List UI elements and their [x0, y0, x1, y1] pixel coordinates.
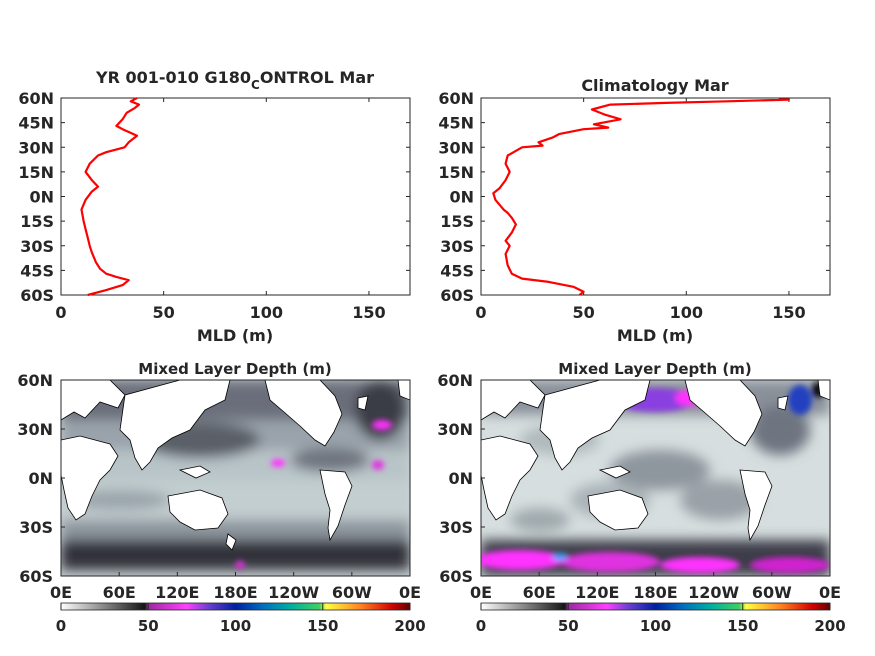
y-tick-label: 30S — [440, 237, 474, 256]
x-tick-labels: 0 50 100 150 — [55, 98, 386, 322]
colorbar-tick-label: 100 — [220, 617, 251, 635]
lon-tick-label: 0E — [819, 583, 841, 602]
lon-tick-label: 120E — [155, 583, 199, 602]
lon-tick-label: 120E — [575, 583, 619, 602]
profile-panel-control: YR 001-010 G180CONTROL Mar 60S45S30S15S0… — [18, 68, 411, 345]
colorbar-tick-label: 200 — [394, 617, 425, 635]
lat-tick-label: 60S — [19, 567, 53, 586]
map-title: Mixed Layer Depth (m) — [138, 360, 331, 378]
map-title: Mixed Layer Depth (m) — [558, 360, 751, 378]
lon-tick-label: 120W — [688, 583, 739, 602]
y-tick-labels: 60S 45S 30S 15S 0N 15N 30N 45N 60N — [438, 89, 830, 305]
y-tick-label: 45N — [18, 114, 54, 133]
mld-field — [61, 380, 410, 576]
lat-tick-label: 0N — [448, 469, 473, 488]
lat-tick-labels: 60S 30S 0N 30N 60N — [437, 371, 485, 586]
y-tick-label: 60N — [438, 89, 474, 108]
y-tick-label: 15S — [20, 212, 54, 231]
y-tick-label: 0N — [449, 188, 474, 207]
y-tick-label: 60S — [20, 286, 54, 305]
map-panel-climatology: Mixed Layer Depth (m) — [437, 360, 845, 635]
lon-tick-label: 60E — [523, 583, 556, 602]
lon-tick-label: 0E — [470, 583, 492, 602]
map-panel-control: Mixed Layer Depth (m) — [17, 360, 425, 635]
axes-box — [60, 97, 411, 296]
x-tick-label: 150 — [352, 303, 385, 322]
lat-tick-label: 60S — [439, 567, 473, 586]
lat-tick-label: 0N — [28, 469, 53, 488]
lat-tick-label: 30N — [437, 420, 473, 439]
colorbar-tick-label: 0 — [476, 617, 486, 635]
lon-tick-label: 180E — [633, 583, 677, 602]
y-tick-label: 45S — [20, 261, 54, 280]
lat-tick-label: 60N — [437, 371, 473, 390]
title-part-rest: ONTROL Mar — [260, 68, 374, 87]
y-tick-label: 15N — [18, 163, 54, 182]
title-part-main: YR 001-010 G180 — [95, 68, 251, 87]
lon-tick-label: 60W — [752, 583, 792, 602]
y-tick-label: 15N — [438, 163, 474, 182]
x-axis-label: MLD (m) — [617, 326, 693, 345]
y-tick-labels: 60S 45S 30S 15S 0N 15N 30N 45N 60N — [18, 89, 410, 305]
x-tick-label: 0 — [55, 303, 66, 322]
panel-title-control: YR 001-010 G180CONTROL Mar — [95, 68, 374, 92]
lon-tick-label: 0E — [399, 583, 421, 602]
y-tick-label: 45N — [438, 114, 474, 133]
lon-tick-label: 60E — [103, 583, 136, 602]
mld-profile-line — [80, 97, 141, 297]
x-tick-labels: 0 50 100 150 — [475, 98, 806, 322]
profile-panel-climatology: Climatology Mar 60S45S30S15S0N15N30N45N6… — [438, 76, 831, 345]
lon-tick-label: 60W — [332, 583, 372, 602]
panel-title-climatology: Climatology Mar — [581, 76, 728, 95]
colorbar-tick-labels: 0 50 100 150 200 — [56, 603, 426, 635]
y-tick-label: 15S — [440, 212, 474, 231]
y-tick-label: 30S — [20, 237, 54, 256]
lon-tick-label: 0E — [50, 583, 72, 602]
x-axis-label: MLD (m) — [197, 326, 273, 345]
y-tick-label: 30N — [438, 138, 474, 157]
title-part-sub: C — [251, 78, 260, 92]
mld-field — [481, 380, 830, 576]
y-tick-label: 60S — [440, 286, 474, 305]
axes-box — [480, 97, 831, 296]
lat-tick-label: 60N — [17, 371, 53, 390]
colorbar-tick-label: 0 — [56, 617, 66, 635]
x-tick-label: 50 — [573, 303, 595, 322]
lat-tick-label: 30S — [19, 518, 53, 537]
mld-profile-line — [492, 98, 791, 296]
x-tick-label: 0 — [475, 303, 486, 322]
lon-tick-label: 120W — [268, 583, 319, 602]
x-tick-label: 150 — [772, 303, 805, 322]
x-tick-label: 100 — [250, 303, 283, 322]
colorbar-tick-label: 150 — [307, 617, 338, 635]
colorbar-tick-label: 150 — [727, 617, 758, 635]
colorbar-tick-label: 100 — [640, 617, 671, 635]
colorbar-tick-label: 50 — [138, 617, 159, 635]
colorbar-tick-labels: 0 50 100 150 200 — [476, 603, 846, 635]
lon-tick-labels: 0E 60E 120E 180E 120W 60W 0E — [470, 572, 841, 602]
colorbar-tick-label: 200 — [814, 617, 845, 635]
lon-tick-labels: 0E 60E 120E 180E 120W 60W 0E — [50, 572, 421, 602]
y-tick-label: 0N — [29, 188, 54, 207]
lat-tick-label: 30N — [17, 420, 53, 439]
lon-tick-label: 180E — [213, 583, 257, 602]
y-tick-label: 60N — [18, 89, 54, 108]
lat-tick-label: 30S — [439, 518, 473, 537]
x-tick-label: 100 — [670, 303, 703, 322]
y-tick-label: 45S — [440, 261, 474, 280]
lat-tick-labels: 60S 30S 0N 30N 60N — [17, 371, 65, 586]
y-tick-label: 30N — [18, 138, 54, 157]
x-tick-label: 50 — [153, 303, 175, 322]
colorbar-tick-label: 50 — [558, 617, 579, 635]
